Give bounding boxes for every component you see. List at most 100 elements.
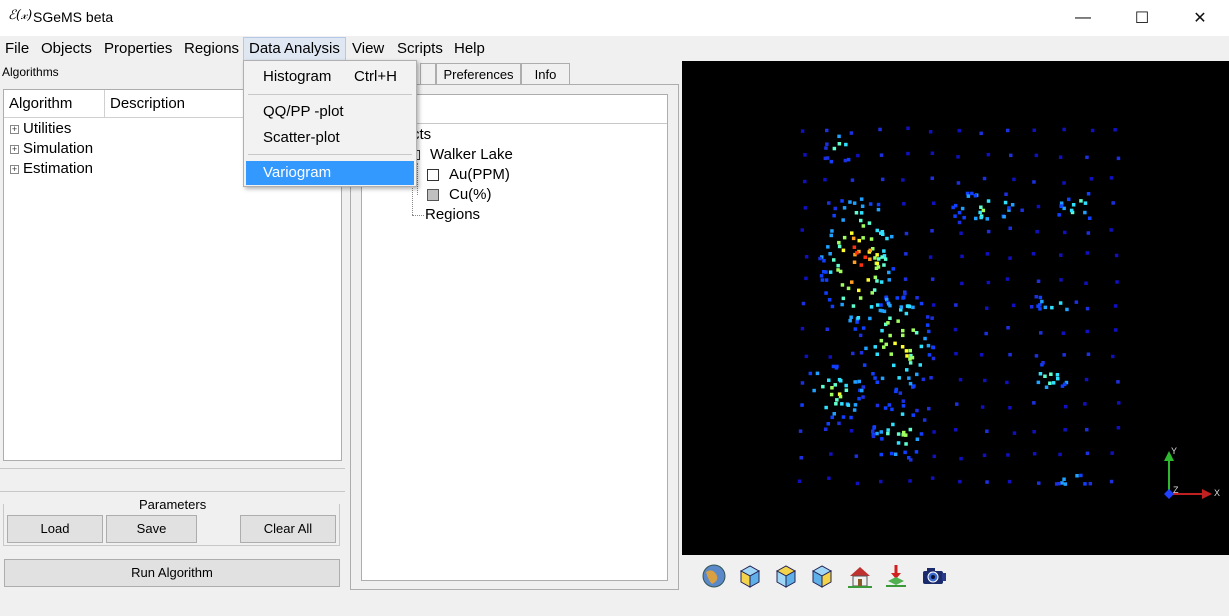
menu-help[interactable]: Help <box>454 40 485 57</box>
tree-item-utilities[interactable]: + Utilities <box>10 120 72 137</box>
data-point <box>1032 430 1036 434</box>
data-point <box>841 248 846 253</box>
tab-info[interactable]: Info <box>521 63 570 85</box>
data-point <box>901 333 905 338</box>
data-point <box>905 368 909 372</box>
globe-view-icon[interactable] <box>700 562 728 590</box>
data-point <box>859 218 863 223</box>
menu-item-scatter-plot[interactable]: Scatter-plot <box>263 129 340 146</box>
data-point <box>823 156 828 161</box>
set-home-icon[interactable] <box>882 562 910 590</box>
data-point <box>880 309 884 313</box>
data-point <box>1040 299 1044 304</box>
data-point <box>930 277 935 281</box>
data-point <box>1043 305 1048 310</box>
load-button[interactable]: Load <box>7 515 103 543</box>
camera-icon[interactable] <box>920 562 948 590</box>
data-point <box>800 326 805 331</box>
run-algorithm-button[interactable]: Run Algorithm <box>4 559 340 587</box>
grid-walker-lake[interactable]: Walker Lake <box>410 145 513 165</box>
data-point <box>1085 306 1090 311</box>
data-point <box>1113 128 1117 132</box>
data-point <box>911 305 915 310</box>
data-point <box>879 280 884 284</box>
data-point <box>808 371 813 376</box>
data-point <box>980 405 985 409</box>
data-point <box>822 270 826 274</box>
cube-top-icon[interactable] <box>772 562 800 590</box>
data-point <box>908 357 912 361</box>
menu-properties[interactable]: Properties <box>104 40 173 57</box>
expand-icon[interactable]: + <box>10 123 19 134</box>
data-point <box>830 415 834 420</box>
data-point <box>985 306 989 310</box>
cube-front-icon[interactable] <box>736 562 764 590</box>
menu-item-variogram[interactable]: Variogram <box>246 161 414 185</box>
clear-all-button[interactable]: Clear All <box>240 515 336 543</box>
menu-view[interactable]: View <box>352 40 385 57</box>
save-button[interactable]: Save <box>106 515 197 543</box>
tab-preferences[interactable]: Preferences <box>436 63 521 85</box>
menu-file[interactable]: File <box>5 40 30 57</box>
splitter[interactable] <box>0 468 345 469</box>
menu-data-analysis[interactable]: Data Analysis <box>243 37 346 61</box>
data-point <box>1010 203 1015 207</box>
data-point <box>799 456 803 460</box>
data-point <box>1006 128 1010 133</box>
close-button[interactable]: ✕ <box>1193 10 1207 27</box>
data-point <box>848 318 852 323</box>
column-description[interactable]: Description <box>110 95 186 112</box>
regions-node[interactable]: Regions <box>425 206 481 223</box>
data-point <box>886 431 890 436</box>
axis-y-label: Y <box>1171 446 1177 456</box>
data-point <box>1085 427 1089 432</box>
tree-item-estimation[interactable]: + Estimation <box>10 160 94 177</box>
menu-objects[interactable]: Objects <box>41 40 92 57</box>
data-point <box>1089 177 1094 181</box>
property-cu-percent[interactable]: Cu(%) <box>427 185 492 205</box>
expand-icon[interactable]: + <box>10 163 19 174</box>
menu-scripts[interactable]: Scripts <box>397 40 443 57</box>
maximize-button[interactable]: ☐ <box>1134 10 1150 27</box>
data-point <box>856 316 861 320</box>
data-point <box>853 403 858 407</box>
data-point <box>1050 305 1054 310</box>
data-point <box>1074 300 1079 304</box>
3d-viewer[interactable]: Y X Z <box>682 61 1229 555</box>
data-point <box>931 345 936 350</box>
data-point <box>822 259 826 263</box>
data-point <box>888 333 892 338</box>
property-au-ppm[interactable]: Au(PPM) <box>427 165 510 185</box>
data-point <box>862 363 867 367</box>
data-point <box>911 413 915 417</box>
data-point <box>931 356 936 361</box>
data-point <box>957 128 961 133</box>
tab-objects[interactable] <box>420 63 436 85</box>
data-point <box>859 211 864 215</box>
property-checkbox[interactable] <box>427 169 439 181</box>
menu-regions[interactable]: Regions <box>184 40 240 57</box>
menu-item-qq-pp-plot[interactable]: QQ/PP -plot <box>263 103 344 120</box>
data-point <box>901 404 906 408</box>
data-point <box>861 385 865 389</box>
data-point <box>979 131 983 136</box>
data-point <box>875 228 879 233</box>
cube-side-icon[interactable] <box>808 562 836 590</box>
menu-item-histogram[interactable]: Histogram Ctrl+H <box>246 65 414 89</box>
home-view-icon[interactable] <box>846 562 874 590</box>
expand-icon[interactable]: + <box>10 143 19 154</box>
data-point <box>818 256 822 261</box>
data-point <box>1038 295 1043 300</box>
data-point <box>871 434 876 439</box>
data-point <box>861 236 865 240</box>
data-point <box>873 256 877 260</box>
property-checkbox[interactable] <box>427 189 439 201</box>
data-point <box>879 430 883 434</box>
minimize-button[interactable]: — <box>1075 9 1091 26</box>
column-algorithm[interactable]: Algorithm <box>4 90 105 118</box>
data-point <box>1063 482 1068 486</box>
data-point <box>1058 452 1062 457</box>
tree-item-simulation[interactable]: + Simulation <box>10 140 94 157</box>
data-point <box>1058 155 1063 159</box>
data-point <box>824 146 828 150</box>
